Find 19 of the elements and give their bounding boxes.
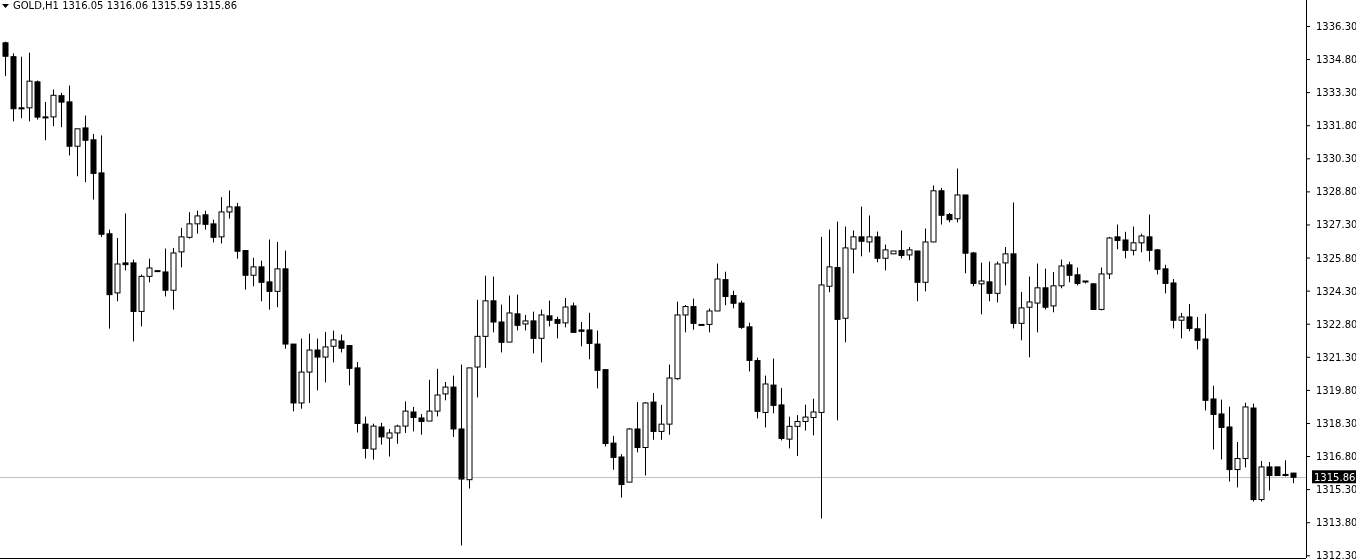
y-tick-label: 1313.80 (1316, 517, 1356, 529)
y-tick-label: 1324.30 (1316, 285, 1356, 297)
y-tick-label: 1330.30 (1316, 153, 1356, 165)
chart-title: GOLD,H1 1316.05 1316.06 1315.59 1315.86 (13, 0, 238, 11)
y-tick-label: 1331.80 (1316, 120, 1356, 132)
y-tick-label: 1322.80 (1316, 318, 1356, 330)
y-tick-label: 1319.80 (1316, 384, 1356, 396)
y-tick-label: 1327.30 (1316, 219, 1356, 231)
y-tick-label: 1315.30 (1316, 484, 1356, 496)
y-tick-label: 1318.30 (1316, 417, 1356, 429)
y-tick-label: 1312.30 (1316, 550, 1356, 560)
y-tick-label: 1316.80 (1316, 451, 1356, 463)
ref-line-label: 1315.86 (1314, 471, 1356, 483)
y-tick-label: 1328.80 (1316, 186, 1356, 198)
y-tick-label: 1333.30 (1316, 87, 1356, 99)
y-tick-label: 1321.30 (1316, 351, 1356, 363)
y-tick-label: 1336.30 (1316, 20, 1356, 32)
y-tick-label: 1325.80 (1316, 252, 1356, 264)
y-tick-label: 1334.80 (1316, 54, 1356, 66)
